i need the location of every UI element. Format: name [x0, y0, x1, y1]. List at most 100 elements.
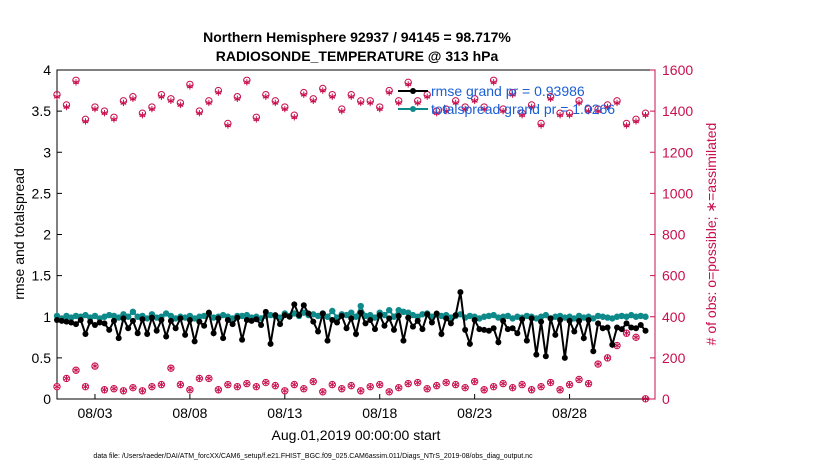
spread-point [514, 313, 521, 320]
obs-assimilated-low-point [234, 383, 241, 390]
obs-assimilated-point [604, 103, 611, 111]
legend-spread-marker [410, 106, 416, 112]
rmse-point [628, 324, 635, 331]
spread-point [594, 312, 602, 320]
spread-point [314, 312, 322, 320]
left-tick-label: 3.5 [32, 103, 52, 119]
obs-assimilated-point [538, 122, 545, 129]
rmse-point [519, 316, 526, 323]
obs-assimilated-point [319, 87, 326, 94]
obs-assimilated-point [557, 112, 564, 119]
obs-assimilated-low-point [386, 388, 393, 396]
spread-point [590, 315, 597, 322]
obs-assimilated-point [72, 79, 80, 86]
obs-assimilated-point [642, 112, 649, 119]
right-tick-label: 800 [662, 227, 686, 243]
obs-assimilated-point [443, 107, 450, 115]
rmse-point [481, 326, 488, 333]
rmse-point [438, 331, 445, 338]
rmse-point [129, 317, 136, 324]
obs-assimilated-point [357, 99, 364, 107]
rmse-point [642, 327, 649, 334]
obs-assimilated-low-point [291, 381, 298, 388]
rmse-point [158, 317, 165, 324]
obs-assimilated-point [462, 105, 469, 113]
legend-rmse-label: rmse grand pr = 0.93986 [431, 83, 585, 99]
rmse-point [381, 322, 388, 329]
obs-assimilated-low-point [490, 383, 497, 390]
obs-assimilated-low-point [91, 362, 99, 370]
obs-assimilated-low-point [338, 385, 345, 392]
spread-point [571, 315, 578, 322]
obs-assimilated-low-point [329, 381, 336, 388]
obs-assimilated-low-point [632, 334, 640, 341]
rmse-point [87, 318, 94, 325]
rmse-point [234, 314, 241, 321]
spread-point [162, 310, 170, 317]
rmse-point [144, 331, 151, 338]
spread-point [419, 311, 426, 318]
rmse-point [504, 326, 511, 333]
rmse-point [167, 317, 174, 324]
rmse-point [300, 302, 307, 309]
spread-point [357, 302, 364, 310]
plot-area [56, 69, 656, 400]
spread-point [210, 314, 217, 321]
spread-point [599, 313, 606, 320]
rmse-point [390, 326, 397, 333]
spread-point [480, 313, 488, 320]
obs-assimilated-low-point [129, 384, 136, 391]
obs-assimilated-low-point [595, 360, 602, 368]
obs-assimilated-point [500, 107, 507, 115]
rmse-point [523, 337, 530, 344]
spread-point [129, 308, 137, 316]
rmse-point [348, 315, 355, 322]
rmse-point [139, 316, 146, 323]
rmse-point [305, 310, 312, 317]
right-axis-ticks: 0 200 400 600 800 1000 1200 1400 1600 [650, 62, 693, 407]
rmse-point [191, 338, 198, 345]
rmse-point [115, 335, 122, 342]
spread-point [637, 312, 644, 320]
obs-assimilated-low-point [63, 375, 70, 382]
obs-assimilated-point [91, 105, 99, 113]
obs-assimilated-point [139, 112, 146, 119]
spread-point [618, 312, 625, 320]
obs-assimilated-point [386, 89, 393, 96]
right-axis-label: # of obs: o=possible; ∗=assimilated [703, 123, 719, 346]
rmse-point [409, 323, 416, 330]
obs-assimilated-point [82, 118, 89, 125]
obs-assimilated-low-point [196, 375, 203, 382]
obs-assimilated-point [329, 93, 336, 100]
obs-assimilated-point [272, 99, 279, 107]
spread-point [400, 308, 407, 316]
obs-assimilated-low-point [519, 381, 526, 388]
spread-point [381, 311, 388, 319]
right-tick-label: 0 [662, 391, 670, 407]
obs-assimilated-low-point [642, 395, 649, 402]
rmse-point [205, 309, 212, 316]
obs-assimilated-low-point [452, 381, 459, 388]
rmse-point [334, 319, 341, 326]
rmse-point [386, 315, 393, 322]
rmse-point [281, 312, 288, 319]
obs-assimilated-low-point [215, 386, 222, 393]
obs-assimilated-point [167, 97, 174, 105]
rmse-point [163, 333, 170, 340]
footer-data-file: data file: /Users/raeder/DAI/ATM_forcXX/… [93, 453, 533, 460]
rmse-point [215, 315, 222, 322]
obs-assimilated-low-point [414, 379, 421, 386]
x-tick-label: 08/23 [457, 405, 492, 421]
obs-assimilated-point [281, 105, 288, 113]
rmse-point [609, 341, 616, 348]
rmse-point [224, 317, 231, 324]
spread-point [367, 311, 374, 319]
rmse-point [172, 325, 179, 332]
rmse-point [485, 327, 492, 334]
obs-assimilated-point [196, 109, 203, 117]
obs-assimilated-low-point [509, 384, 516, 391]
rmse-point [106, 326, 113, 333]
rmse-point [96, 319, 103, 326]
rmse-point [258, 321, 265, 328]
obs-assimilated-point [186, 83, 193, 90]
